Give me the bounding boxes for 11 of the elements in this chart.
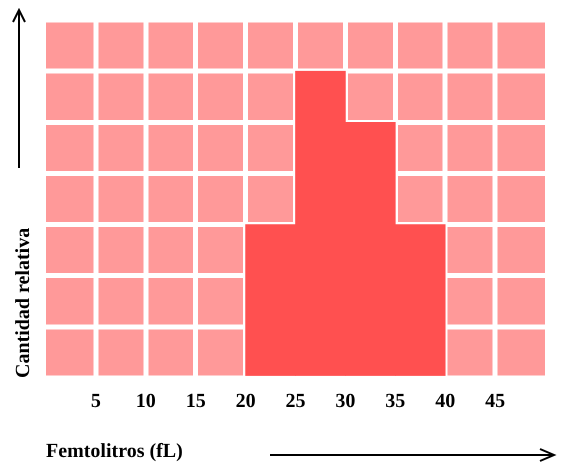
- x-tick-label: 25: [286, 390, 306, 412]
- x-tick-label: 30: [335, 390, 356, 412]
- x-tick-label: 35: [385, 390, 406, 412]
- y-axis-title: Cantidad relativa: [12, 228, 34, 378]
- x-tick-label: 10: [136, 390, 156, 412]
- x-tick-label: 15: [186, 390, 206, 412]
- x-tick-label: 40: [435, 390, 456, 412]
- x-tick-label: 20: [236, 390, 256, 412]
- x-tick-label: 5: [90, 390, 101, 412]
- x-axis-title: Femtolitros (fL): [46, 440, 183, 462]
- x-tick-label: 45: [485, 390, 506, 412]
